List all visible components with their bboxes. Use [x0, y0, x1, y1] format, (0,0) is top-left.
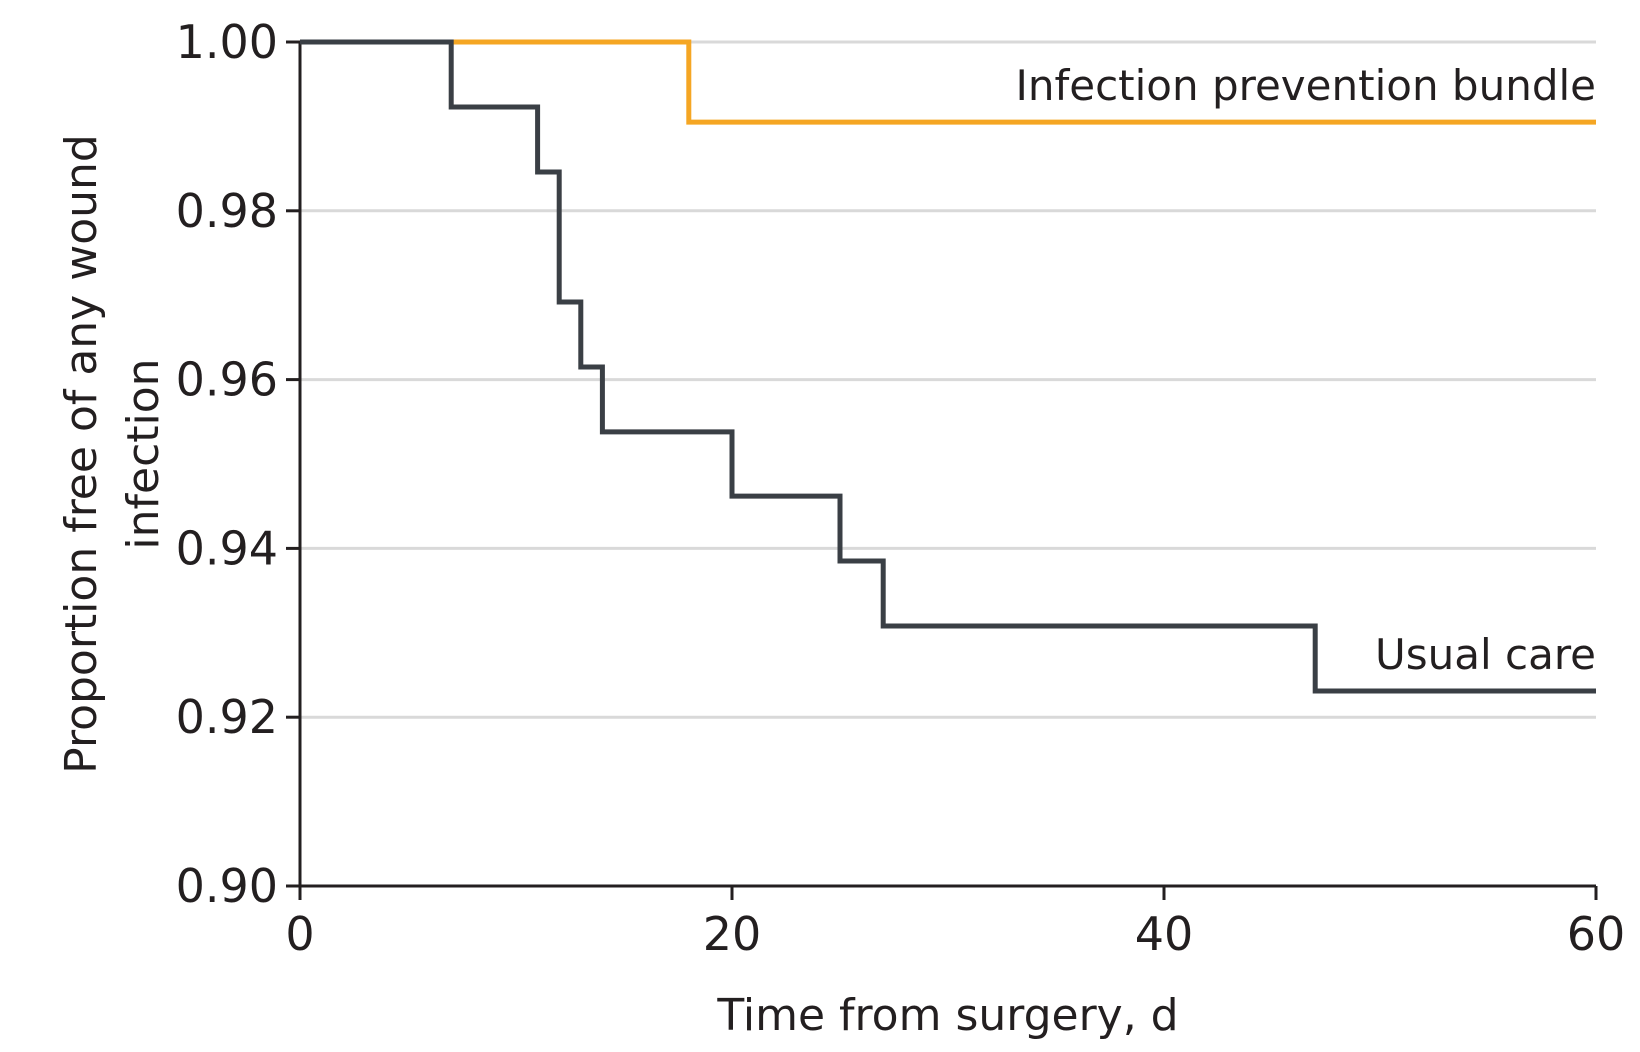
labels-layer: Time from surgery, d Proportion free of a…	[56, 61, 1596, 1041]
y-tick-label-1: 0.92	[176, 690, 278, 744]
axes-layer: 0.90 0.92 0.94 0.96 0.98 1.00 0 20 40 60	[176, 15, 1626, 961]
y-tick-label-3: 0.96	[176, 353, 278, 407]
y-tick-label-2: 0.94	[176, 521, 278, 575]
series-layer	[300, 39, 1596, 694]
y-tick-label-5: 1.00	[176, 15, 278, 69]
series-line-1	[300, 39, 1596, 694]
y-tick-label-4: 0.98	[176, 184, 278, 238]
series-label-1: Usual care	[1375, 630, 1596, 679]
x-tick-label-2: 40	[1135, 907, 1194, 961]
series-line-0	[300, 39, 1596, 125]
y-axis-title-line-0: Proportion free of any wound	[56, 134, 107, 774]
y-tick-label-0: 0.90	[176, 859, 278, 913]
x-tick-label-1: 20	[703, 907, 762, 961]
grid-layer	[300, 40, 1596, 719]
x-axis-title: Time from surgery, d	[716, 990, 1178, 1041]
y-axis-title-line-1: infection	[118, 358, 169, 549]
series-label-0: Infection prevention bundle	[1015, 61, 1596, 110]
x-tick-label-0: 0	[285, 907, 314, 961]
y-axis-title: Proportion free of any wound infection	[56, 134, 169, 774]
x-tick-label-3: 60	[1567, 907, 1626, 961]
